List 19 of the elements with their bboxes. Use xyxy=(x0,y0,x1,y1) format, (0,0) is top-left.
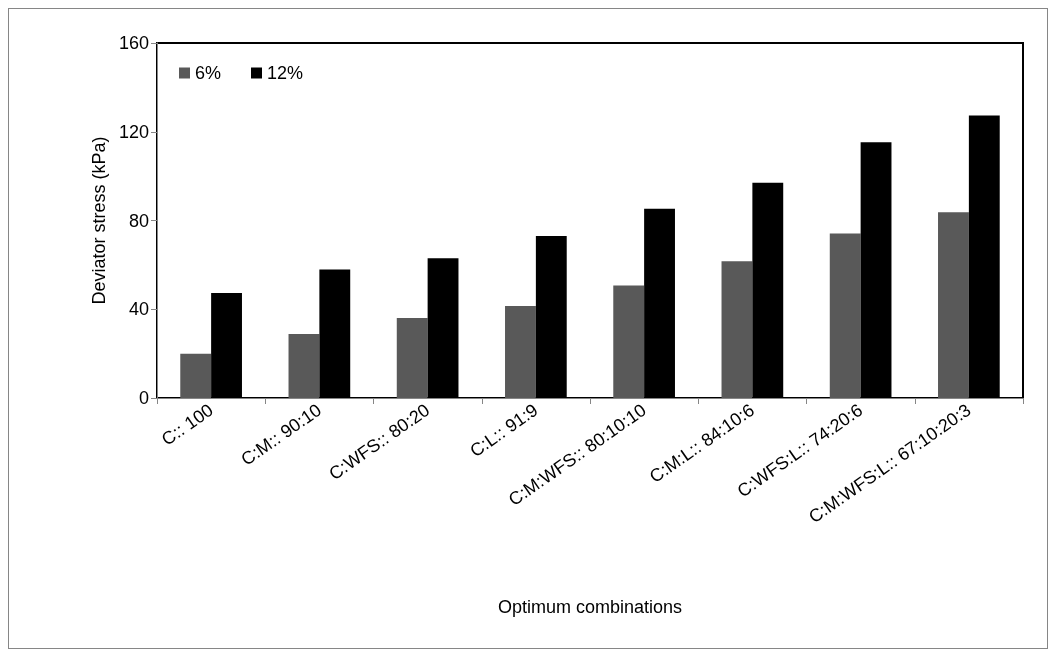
y-axis-title: Deviator stress (kPa) xyxy=(89,136,110,305)
legend-label: 6% xyxy=(195,63,222,83)
y-tick-label: 0 xyxy=(138,388,149,408)
bar xyxy=(613,285,645,398)
bar xyxy=(721,261,753,398)
y-tick-label: 160 xyxy=(118,33,149,53)
bar xyxy=(288,333,320,398)
bar xyxy=(829,233,861,398)
bar xyxy=(180,353,212,398)
bar xyxy=(938,212,969,398)
bar xyxy=(396,317,428,398)
x-tick-label: C:L:: 91:9 xyxy=(466,399,542,461)
y-tick-label: 120 xyxy=(118,121,149,142)
y-tick-label: 40 xyxy=(128,299,149,320)
y-tick-label: 80 xyxy=(128,210,149,231)
x-axis-title: Optimum combinations xyxy=(497,597,683,617)
bar xyxy=(505,305,536,398)
x-tick-label: C:: 100 xyxy=(157,399,217,450)
legend-label: 12% xyxy=(267,63,304,83)
